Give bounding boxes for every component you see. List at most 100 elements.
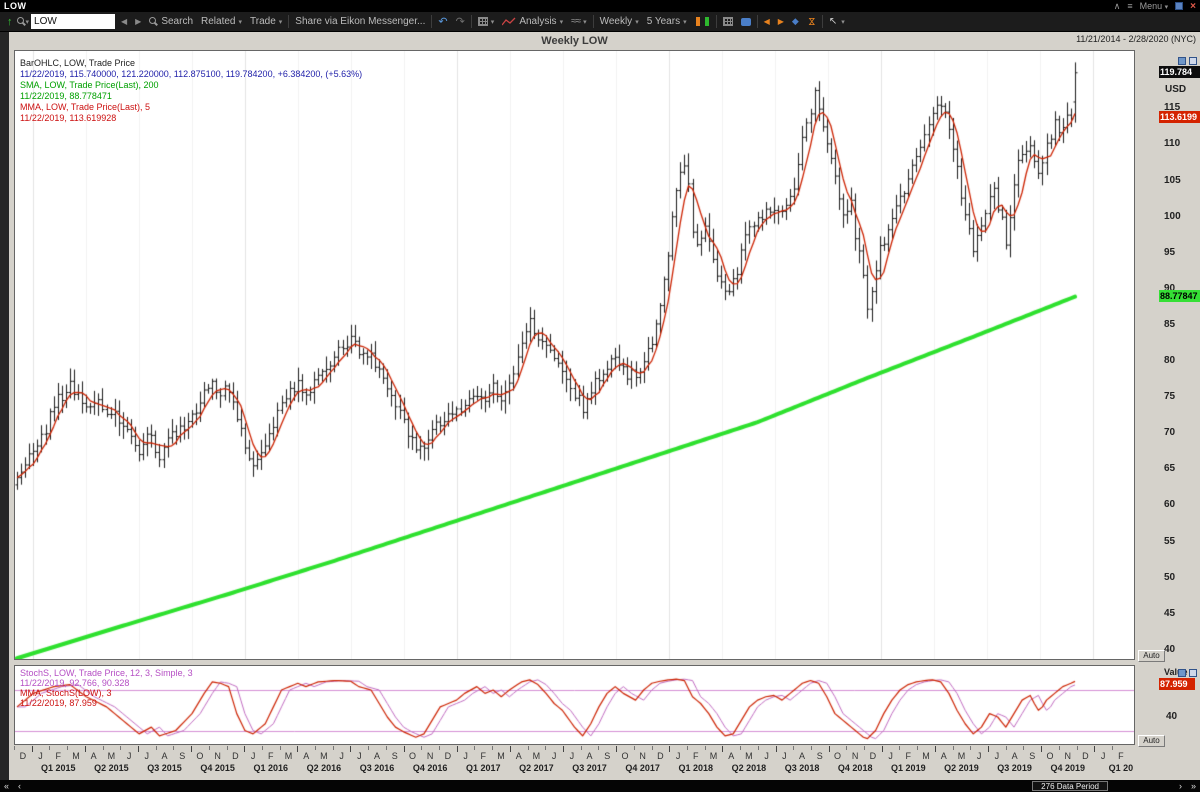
- price-axis-auto-button[interactable]: Auto: [1138, 650, 1165, 662]
- month-label: O: [621, 751, 629, 761]
- price-tick-label: 80: [1164, 355, 1176, 367]
- range-dropdown[interactable]: 5 Years ▾: [646, 16, 687, 27]
- axis-tick: [793, 746, 795, 750]
- diamond-marker-icon[interactable]: ◆: [791, 16, 799, 26]
- axis-tick: [315, 746, 317, 750]
- axis-tick: [686, 746, 688, 750]
- month-label: J: [463, 751, 468, 761]
- legend-stoch-mma-value: 11/22/2019, 87.959: [20, 698, 97, 708]
- undo-icon[interactable]: ↶: [438, 16, 448, 28]
- scroll-right-icon[interactable]: ▶: [777, 17, 784, 26]
- menu-button[interactable]: Menu ▾: [1139, 1, 1169, 11]
- month-label: A: [303, 751, 310, 761]
- quarter-label: Q3 2017: [572, 763, 607, 773]
- layout-grid-button[interactable]: [719, 12, 737, 32]
- related-menu[interactable]: Related ▾: [201, 16, 242, 27]
- close-button[interactable]: ×: [1190, 0, 1196, 12]
- analysis-menu[interactable]: Analysis ▾: [498, 12, 567, 32]
- axis-tick: [527, 746, 529, 750]
- stoch-axis-label: Value: [1164, 667, 1188, 677]
- legend-stochs: StochS, LOW, Trade Price, 12, 3, Simple,…: [20, 668, 193, 678]
- panel-close-icon[interactable]: [1189, 669, 1197, 677]
- chevron-down-icon[interactable]: ▾: [25, 18, 30, 26]
- month-label: J: [675, 751, 681, 761]
- interval-dropdown[interactable]: Weekly ▾: [599, 16, 639, 27]
- panel-close-icon[interactable]: [1189, 57, 1197, 65]
- symbol-search-box[interactable]: [31, 14, 116, 29]
- axis-tick: [917, 746, 919, 750]
- legend-mma-value: 11/22/2019, 113.619928: [20, 113, 117, 123]
- price-chart-canvas[interactable]: [15, 51, 1134, 659]
- toolbar-separator: [592, 15, 594, 28]
- axis-tick: [899, 746, 901, 750]
- price-tick-label: 40: [1164, 643, 1176, 655]
- axis-tick: [155, 746, 157, 750]
- send-symbol-up-icon[interactable]: ↑: [7, 15, 13, 28]
- hourglass-icon[interactable]: ⋈: [806, 17, 817, 26]
- scroll-far-left-icon[interactable]: «: [4, 781, 10, 791]
- search-icon[interactable]: [16, 17, 26, 26]
- forward-icon[interactable]: ▶: [135, 17, 142, 26]
- axis-tick: [1094, 746, 1096, 752]
- panel-maximize-icon[interactable]: [1178, 669, 1186, 677]
- bar-style-button[interactable]: [691, 12, 714, 32]
- month-label: O: [196, 751, 204, 761]
- toolbar-separator: [756, 15, 758, 28]
- quarter-label: Q1 2015: [41, 763, 76, 773]
- axis-tick: [456, 746, 458, 752]
- panel-maximize-icon[interactable]: [1178, 57, 1186, 65]
- maximize-button[interactable]: [1175, 2, 1184, 10]
- analysis-line-icon: [502, 17, 516, 26]
- stoch-value-flag: 87.959: [1159, 678, 1195, 690]
- menu-icon[interactable]: ≡: [1127, 1, 1133, 11]
- search-menu[interactable]: Search: [145, 12, 197, 32]
- stochastics-canvas[interactable]: [15, 666, 1134, 744]
- chevron-down-icon[interactable]: ▾: [841, 18, 845, 26]
- chevron-up-icon[interactable]: ∧: [1113, 0, 1121, 11]
- price-tick-label: 45: [1164, 607, 1176, 619]
- axis-tick: [84, 746, 86, 752]
- back-icon[interactable]: ◀: [121, 17, 128, 26]
- month-label: F: [1118, 751, 1124, 761]
- month-label: D: [232, 751, 239, 761]
- wave-overlay-menu[interactable]: ≈≈ ▾: [567, 12, 591, 32]
- stochastics-panel[interactable]: [14, 665, 1135, 745]
- trade-menu[interactable]: Trade ▾: [250, 16, 283, 27]
- quarter-label: Q3 2018: [784, 763, 820, 773]
- quarter-label: Q4 2015: [200, 763, 235, 773]
- scroll-left-icon[interactable]: ◀: [763, 17, 770, 26]
- annotation-button[interactable]: [737, 12, 755, 32]
- axis-tick: [244, 746, 246, 752]
- price-chart-panel[interactable]: [14, 50, 1135, 660]
- axis-tick: [1111, 746, 1113, 750]
- comment-icon: [740, 17, 751, 26]
- cursor-tool-icon[interactable]: ↖: [828, 16, 838, 27]
- legend-stoch-mma: MMA, StochS(LOW), 3: [20, 688, 112, 698]
- chart-type-menu[interactable]: ▾: [474, 12, 499, 32]
- chevron-down-icon: ▾: [583, 18, 587, 26]
- stoch-axis-auto-button[interactable]: Auto: [1138, 735, 1165, 747]
- share-messenger-button[interactable]: Share via Eikon Messenger...: [295, 16, 426, 27]
- scroll-far-right-icon[interactable]: »: [1190, 781, 1196, 791]
- axis-tick: [988, 746, 989, 752]
- symbol-input[interactable]: [34, 15, 113, 28]
- axis-tick: [828, 746, 830, 752]
- month-label: J: [1100, 751, 1106, 761]
- axis-tick: [492, 746, 494, 750]
- scroll-left-step-icon[interactable]: ‹: [18, 781, 21, 791]
- scroll-right-step-icon[interactable]: ›: [1179, 781, 1182, 791]
- month-label: M: [957, 751, 966, 761]
- redo-icon[interactable]: ↷: [455, 16, 465, 28]
- currency-label: USD: [1165, 84, 1187, 95]
- toolbar-separator: [715, 15, 717, 28]
- chevron-down-icon: ▾: [278, 18, 283, 26]
- price-tick-label: 70: [1164, 427, 1176, 439]
- price-tick-label: 100: [1164, 210, 1181, 222]
- axis-tick: [226, 746, 228, 750]
- price-tick-label: 55: [1164, 535, 1176, 547]
- ohlc-bar-icon: [695, 17, 700, 26]
- axis-tick: [1058, 746, 1060, 750]
- quarter-label: Q1 2019: [891, 763, 926, 773]
- month-label: O: [1046, 751, 1054, 761]
